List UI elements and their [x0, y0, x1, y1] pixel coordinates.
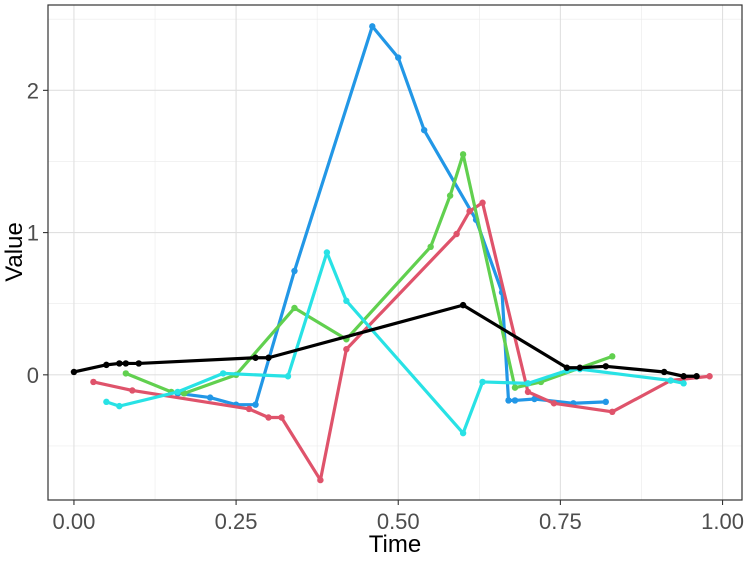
data-point — [291, 267, 298, 275]
data-point — [206, 394, 214, 401]
data-point — [343, 297, 350, 305]
data-point — [524, 388, 532, 396]
data-point — [252, 401, 259, 408]
data-point — [420, 126, 428, 134]
data-point — [609, 353, 616, 360]
data-point — [129, 387, 136, 394]
data-point — [706, 373, 713, 380]
data-point — [245, 405, 253, 413]
data-point — [252, 354, 259, 361]
x-axis: 0.00 0.25 0.50 0.75 1.00 — [53, 500, 744, 534]
data-point — [459, 429, 467, 437]
data-point — [181, 390, 188, 397]
data-point — [291, 304, 298, 312]
data-point — [395, 54, 402, 61]
data-point — [459, 151, 467, 158]
data-point — [505, 397, 512, 404]
data-point — [479, 378, 486, 386]
data-point — [466, 208, 473, 215]
data-point — [563, 364, 571, 371]
data-point — [265, 414, 272, 421]
series-2 — [90, 199, 713, 484]
data-point — [680, 380, 687, 387]
data-point — [135, 360, 142, 367]
data-point — [174, 388, 181, 396]
data-point — [116, 360, 123, 367]
data-point — [317, 476, 324, 484]
data-point — [479, 199, 486, 206]
series-5 — [70, 301, 700, 380]
series-group — [70, 23, 713, 484]
data-point — [531, 395, 538, 403]
data-point — [122, 370, 130, 377]
y-axis: 0 1 2 — [27, 78, 48, 388]
data-point — [667, 377, 674, 384]
data-point — [219, 370, 227, 377]
data-point — [576, 364, 584, 371]
data-point — [602, 363, 609, 370]
data-point — [602, 398, 609, 406]
x-axis-title: Time — [369, 531, 421, 558]
data-point — [90, 378, 97, 386]
data-point — [122, 360, 130, 367]
x-tick-label: 0.75 — [539, 509, 582, 534]
data-point — [116, 402, 123, 410]
data-point — [323, 249, 331, 256]
data-point — [693, 373, 700, 380]
data-point — [609, 408, 616, 416]
data-point — [453, 230, 460, 238]
data-point — [369, 23, 376, 30]
x-tick-label: 0.50 — [377, 509, 420, 534]
data-point — [284, 373, 292, 380]
panel-border — [47, 4, 743, 501]
data-point — [511, 384, 519, 391]
data-point — [70, 368, 78, 376]
data-point — [343, 346, 350, 353]
x-tick-label: 0.00 — [53, 509, 96, 534]
data-point — [524, 380, 532, 387]
y-tick-label: 0 — [27, 363, 39, 388]
data-point — [680, 373, 687, 380]
data-point — [427, 243, 434, 251]
y-axis-title: Value — [1, 222, 28, 282]
data-point — [103, 361, 110, 369]
x-tick-label: 1.00 — [701, 509, 744, 534]
y-tick-label: 1 — [27, 221, 39, 246]
data-point — [660, 368, 668, 376]
x-tick-label: 0.25 — [215, 509, 258, 534]
data-point — [265, 354, 272, 361]
data-point — [103, 398, 110, 406]
data-point — [511, 397, 519, 404]
data-point — [278, 414, 285, 421]
data-point — [446, 192, 454, 199]
y-tick-label: 2 — [27, 78, 39, 103]
data-point — [459, 301, 467, 309]
data-point — [550, 400, 558, 407]
